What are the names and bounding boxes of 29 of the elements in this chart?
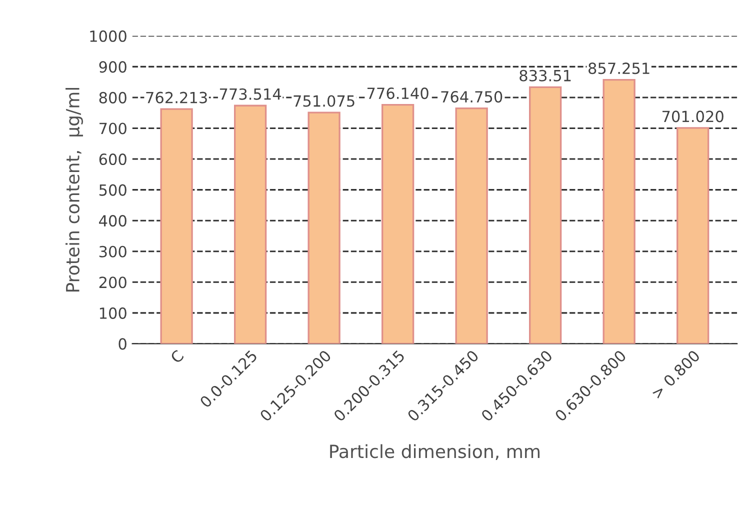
y-tick-label: 0 [118,338,126,350]
y-tick-label: 100 [100,307,126,319]
data-label: 762.213 [146,92,207,104]
data-label: 833.51 [520,70,571,82]
x-axis-title: Particle dimension, mm [330,444,540,460]
bar [382,104,414,344]
y-tick-label: 700 [100,122,126,134]
y-tick-label: 400 [99,215,126,227]
bar [308,112,340,344]
bar [234,104,267,344]
y-axis-title: Protein content, µg/ml [66,88,83,292]
y-tick-label: 800 [99,92,126,104]
y-tick-label: 900 [99,61,126,73]
data-label: 773.514 [220,88,282,100]
bar [676,127,710,344]
data-label: 776.140 [367,88,428,100]
data-label: 857.251 [588,62,650,74]
bar [455,107,488,344]
y-tick-label: 300 [99,246,126,258]
data-label: 751.075 [294,95,354,107]
y-tick-label: 600 [99,153,126,166]
x-tick-label: C [170,349,184,364]
data-label: 701.020 [662,110,724,122]
y-tick-label: 1000 [90,30,126,42]
bar [160,108,193,344]
bar [602,79,636,344]
y-tick-label: 500 [99,184,126,196]
data-label: 764.750 [441,91,502,103]
y-tick-label: 200 [99,276,126,288]
